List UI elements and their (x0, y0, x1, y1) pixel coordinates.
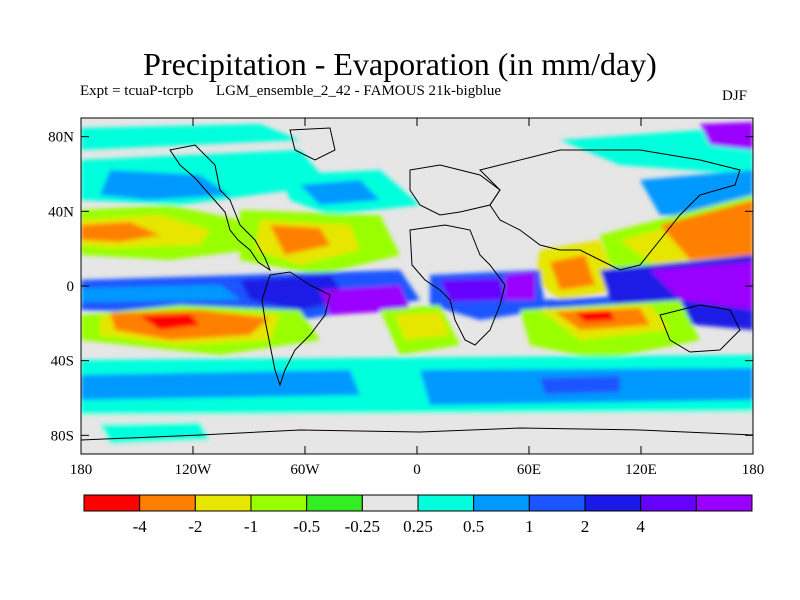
colorbar-label: -4 (133, 517, 148, 536)
colorbar-label: 1 (525, 517, 534, 536)
colorbar-label: 4 (636, 517, 645, 536)
field-region-arctic (81, 124, 300, 150)
colorbar-swatch (306, 494, 363, 512)
colorbar-swatch (139, 494, 196, 512)
field-region-arctic-east (700, 122, 753, 150)
field-region-africa-core (440, 278, 505, 302)
lon-tick-label: 0 (413, 462, 421, 478)
lat-tick-label: 40S (51, 354, 74, 370)
figure-title: Precipitation - Evaporation (in mm/day) (143, 46, 657, 82)
lon-tick-label: 60W (290, 462, 320, 478)
colorbar-swatch (417, 494, 475, 512)
lat-tick-label: 80N (48, 130, 74, 146)
colorbar-swatch (83, 494, 141, 512)
colorbar: -4 -2 -1 -0.5 -0.25 0.25 0.5 1 2 4 (83, 494, 753, 536)
field-region-antarctica (81, 412, 753, 454)
coast-asia (479, 149, 741, 271)
coast-south-america (261, 271, 331, 387)
colorbar-label: 0.5 (463, 517, 484, 536)
longitude-axis: 180 120W 60W 0 60E 120E 180 (70, 118, 765, 478)
coast-north-america (169, 144, 272, 272)
lat-tick-label: 0 (67, 279, 75, 295)
field-region-amazon-core (320, 285, 410, 315)
field-region-sind-core (575, 310, 615, 322)
field-region-natl-core (300, 180, 380, 205)
colorbar-swatch (473, 494, 530, 512)
lat-tick-label: 40N (48, 204, 74, 220)
colorbar-swatch (695, 494, 753, 512)
field-region-arabian-core (550, 255, 595, 290)
colorbar-swatch (584, 494, 642, 512)
colorbar-swatch (250, 494, 308, 512)
coast-europe (409, 164, 501, 216)
lon-tick-label: 120E (625, 462, 657, 478)
field-region-sepac-core (140, 314, 200, 330)
lon-tick-label: 180 (742, 462, 765, 478)
coast-australia (659, 304, 741, 353)
colorbar-label: -0.25 (345, 517, 380, 536)
colorbar-swatch (528, 494, 586, 512)
coastlines (81, 127, 753, 441)
field-region-southern-ocean-core (540, 376, 620, 394)
colorbar-label: -2 (188, 517, 202, 536)
pme-field (81, 118, 753, 454)
field-region-pac-itcz-edge (81, 285, 240, 302)
colorbar-swatch (640, 494, 697, 512)
colorbar-label: -0.5 (293, 517, 320, 536)
colorbar-swatch (194, 494, 252, 512)
season-label: DJF (722, 88, 748, 104)
field-region-nwpac-core (660, 200, 753, 260)
coast-greenland (289, 127, 336, 161)
lon-tick-label: 120W (175, 462, 213, 478)
field-region-satl-core (395, 312, 450, 340)
field-region-southern-ocean-pac (81, 370, 360, 400)
lon-tick-label: 60E (517, 462, 541, 478)
colorbar-label: -1 (244, 517, 258, 536)
experiment-subtitle: Expt = tcuaP-tcrpb LGM_ensemble_2_42 - F… (80, 83, 502, 99)
colorbar-label: 0.25 (403, 517, 433, 536)
field-region-warm-pool-core (650, 262, 753, 310)
coast-africa (409, 224, 506, 346)
field-region-natl-sub-core (270, 225, 330, 255)
field-region-npac-sub-core (81, 222, 160, 242)
latitude-axis: 80N 40N 0 40S 80S (48, 130, 753, 444)
lat-tick-label: 80S (51, 428, 74, 444)
coast-antarctica (81, 427, 753, 441)
colorbar-swatch (361, 494, 419, 512)
field-region-npac-core (100, 170, 230, 200)
lon-tick-label: 180 (70, 462, 93, 478)
field-region-congo-core (505, 272, 535, 300)
colorbar-label: 2 (581, 517, 590, 536)
